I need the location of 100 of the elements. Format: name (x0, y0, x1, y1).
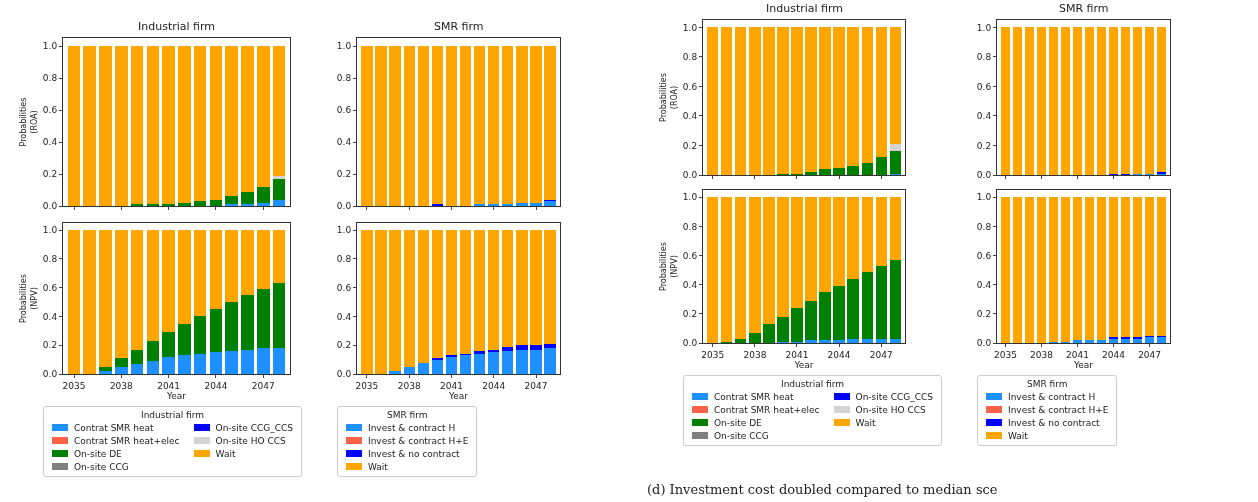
legend-label: On-site HO CCS (855, 404, 926, 415)
legend-label: On-site CCG (74, 461, 129, 472)
y-tick-label: 0.4 (42, 137, 58, 148)
y-tick-label: 0.0 (976, 338, 992, 349)
x-tick-label: 2035 (62, 380, 86, 391)
legend-title: SMR firm (385, 410, 429, 420)
y-tick-label: 0.6 (42, 282, 58, 293)
x-tick-label: 2038 (1030, 349, 1054, 360)
y-axis-title: Probabilities (NPV) (659, 242, 679, 291)
legend-label: Wait (368, 461, 388, 472)
legend-label: On-site CCG_CCS (215, 422, 294, 433)
x-tick-label: 2044 (1102, 349, 1126, 360)
y-tick-label: 0.4 (336, 311, 352, 322)
x-tick-label: 2044 (204, 380, 228, 391)
y-tick-label: 0.0 (42, 201, 58, 212)
y-tick-label: 0.4 (976, 111, 992, 122)
y-tick-label: 0.0 (42, 369, 58, 380)
legend-label: Invest & contract H (1008, 391, 1096, 402)
legend-label: Invest & contract H+E (368, 435, 469, 446)
y-tick-label: 1.0 (336, 225, 352, 236)
chart-title: Industrial firm (766, 2, 844, 15)
y-tick-label: 0.6 (682, 81, 698, 92)
y-tick-label: 1.0 (976, 192, 992, 203)
y-tick-label: 0.2 (682, 309, 698, 320)
x-tick-label: 2035 (355, 380, 379, 391)
y-axis-title: Probabilities (NPV) (19, 274, 39, 323)
y-tick-label: 1.0 (976, 22, 992, 33)
y-tick-label: 0.6 (336, 282, 352, 293)
x-tick-label: 2047 (251, 380, 275, 391)
x-tick-label: 2038 (397, 380, 421, 391)
y-tick-label: 0.0 (336, 369, 352, 380)
x-tick-label: 2044 (482, 380, 506, 391)
y-tick-label: 0.6 (682, 250, 698, 261)
y-tick-label: 0.4 (336, 137, 352, 148)
x-tick-label: 2038 (743, 349, 767, 360)
y-tick-label: 0.8 (42, 254, 58, 265)
y-tick-label: 0.4 (976, 279, 992, 290)
y-tick-label: 0.6 (42, 105, 58, 116)
y-tick-label: 0.0 (682, 170, 698, 181)
legend-label: Contrat SMR heat+elec (74, 435, 180, 446)
y-tick-label: 0.2 (336, 169, 352, 180)
y-tick-label: 1.0 (682, 192, 698, 203)
x-tick-label: 2038 (109, 380, 134, 391)
legend-label: Invest & contract H+E (1008, 404, 1109, 415)
x-tick-label: 2041 (785, 349, 809, 360)
y-tick-label: 1.0 (42, 41, 58, 52)
y-tick-label: 0.8 (976, 221, 992, 232)
legend-title: Industrial firm (140, 410, 206, 420)
y-tick-label: 0.2 (42, 169, 58, 180)
legend-label: On-site CCG_CCS (855, 391, 934, 402)
y-tick-label: 1.0 (682, 22, 698, 33)
y-tick-label: 0.6 (976, 250, 992, 261)
y-tick-label: 0.2 (336, 340, 352, 351)
legend-label: Wait (855, 417, 876, 428)
legend-label: On-site CCG (714, 430, 769, 441)
x-tick-label: 2035 (993, 349, 1017, 360)
y-tick-label: 0.8 (336, 254, 352, 265)
y-tick-label: 0.0 (336, 201, 352, 212)
y-tick-label: 0.8 (336, 73, 352, 84)
y-tick-label: 1.0 (42, 225, 58, 236)
chart-title: SMR firm (1059, 2, 1109, 15)
y-tick-label: 0.8 (976, 52, 992, 63)
x-tick-label: 2041 (157, 380, 181, 391)
y-tick-label: 0.0 (976, 170, 992, 181)
legend-label: Invest & contract H (368, 422, 456, 433)
y-tick-label: 0.2 (976, 309, 992, 320)
y-tick-label: 0.6 (336, 105, 352, 116)
y-axis-title: Probabilities (ROA) (19, 97, 39, 147)
x-tick-label: 2041 (1066, 349, 1089, 360)
legend-label: Contrat SMR heat+elec (714, 404, 820, 415)
x-tick-label: 2047 (1138, 349, 1162, 360)
y-tick-label: 0.8 (42, 73, 58, 84)
y-tick-label: 0.2 (976, 140, 992, 151)
text: (d) Investment cost doubled compared to median sce (647, 482, 998, 497)
y-tick-label: 0.2 (42, 340, 58, 351)
y-tick-label: 0.2 (682, 140, 698, 151)
y-tick-label: 0.8 (682, 221, 698, 232)
x-axis-title: Year (1072, 359, 1094, 370)
y-axis-title: Probabilities (ROA) (659, 73, 679, 122)
y-tick-label: 1.0 (336, 41, 352, 52)
y-tick-label: 0.8 (682, 52, 698, 63)
legend-title: SMR firm (1025, 379, 1069, 389)
x-tick-label: 2044 (827, 349, 851, 360)
x-tick-label: 2047 (524, 380, 548, 391)
legend-title: Industrial firm (780, 379, 846, 389)
legend-label: On-site DE (714, 417, 762, 428)
x-tick-label: 2035 (701, 349, 725, 360)
y-tick-label: 0.4 (42, 311, 58, 322)
legend-label: Invest & no contract (368, 448, 460, 459)
legend-label: Contrat SMR heat (714, 391, 794, 402)
x-axis-title: Year (165, 390, 187, 401)
x-axis-title: Year (447, 390, 469, 401)
x-tick-label: 2047 (869, 349, 893, 360)
y-tick-label: 0.4 (682, 279, 698, 290)
y-tick-label: 0.4 (682, 111, 698, 122)
x-axis-title: Year (793, 359, 814, 370)
legend-label: On-site HO CCS (215, 435, 286, 446)
legend-label: Contrat SMR heat (74, 422, 154, 433)
legend-label: Wait (1008, 430, 1028, 441)
legend-label: On-site DE (74, 448, 122, 459)
